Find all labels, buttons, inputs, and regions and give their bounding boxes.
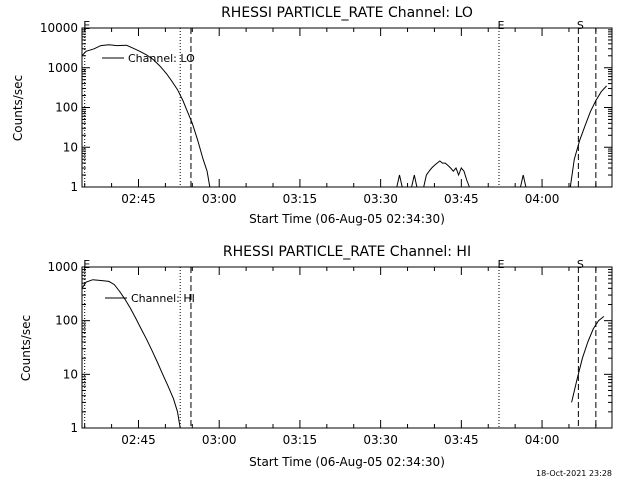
- x-tick-label: 03:45: [444, 433, 479, 447]
- x-tick-label: 04:00: [525, 433, 560, 447]
- x-axis-label: Start Time (06-Aug-05 02:34:30): [249, 455, 445, 469]
- x-tick-label: 03:15: [283, 192, 318, 206]
- event-marker-label: S: [577, 258, 584, 271]
- series-line-segment: [396, 174, 403, 188]
- chart-title: RHESSI PARTICLE_RATE Channel: LO: [221, 5, 473, 21]
- plot-frame: [81, 266, 613, 429]
- x-tick-label: 02:45: [121, 192, 156, 206]
- x-tick-label: 03:45: [444, 192, 479, 206]
- y-tick-label: 1: [70, 180, 78, 194]
- plot-frame: [81, 27, 613, 188]
- series-line-segment: [81, 44, 211, 188]
- event-marker-label: S: [577, 19, 584, 32]
- x-tick-label: 04:00: [525, 192, 560, 206]
- panel-hi: RHESSI PARTICLE_RATE Channel: HI Counts/…: [19, 244, 613, 469]
- y-tick-label: 1000: [47, 61, 78, 75]
- event-marker-label: E: [498, 258, 505, 271]
- series-line-segment: [423, 160, 470, 188]
- series-line-segment: [569, 85, 607, 188]
- legend: Channel: HI: [105, 292, 195, 305]
- footer-timestamp: 18-Oct-2021 23:28: [536, 469, 612, 478]
- event-marker-label: E: [83, 19, 90, 32]
- y-tick-label: 10: [63, 140, 78, 154]
- series-line-segment: [571, 316, 605, 403]
- x-tick-label: 03:30: [363, 433, 398, 447]
- x-tick-label: 03:15: [283, 433, 318, 447]
- series-line-segment: [81, 279, 181, 429]
- y-tick-label: 100: [55, 101, 78, 115]
- y-tick-label: 1000: [47, 260, 78, 274]
- x-tick-label: 02:45: [121, 433, 156, 447]
- legend-label: Channel: HI: [131, 292, 195, 305]
- event-marker-label: E: [83, 258, 90, 271]
- x-tick-label: 03:30: [363, 192, 398, 206]
- legend: Channel: LO: [102, 52, 195, 65]
- chart-title: RHESSI PARTICLE_RATE Channel: HI: [223, 244, 471, 260]
- x-tick-label: 03:00: [202, 192, 237, 206]
- y-axis-label: Counts/sec: [11, 75, 25, 141]
- y-tick-label: 100: [55, 314, 78, 328]
- y-tick-label: 10000: [40, 21, 78, 35]
- legend-label: Channel: LO: [128, 52, 195, 65]
- y-tick-label: 1: [70, 421, 78, 435]
- y-tick-label: 10: [63, 367, 78, 381]
- x-axis-label: Start Time (06-Aug-05 02:34:30): [249, 212, 445, 226]
- event-marker-label: E: [498, 19, 505, 32]
- series-line-segment: [520, 174, 527, 188]
- panel-lo: RHESSI PARTICLE_RATE Channel: LO Counts/…: [11, 5, 613, 226]
- x-tick-label: 03:00: [202, 433, 237, 447]
- series-line-segment: [411, 174, 418, 188]
- y-axis-label: Counts/sec: [19, 315, 33, 381]
